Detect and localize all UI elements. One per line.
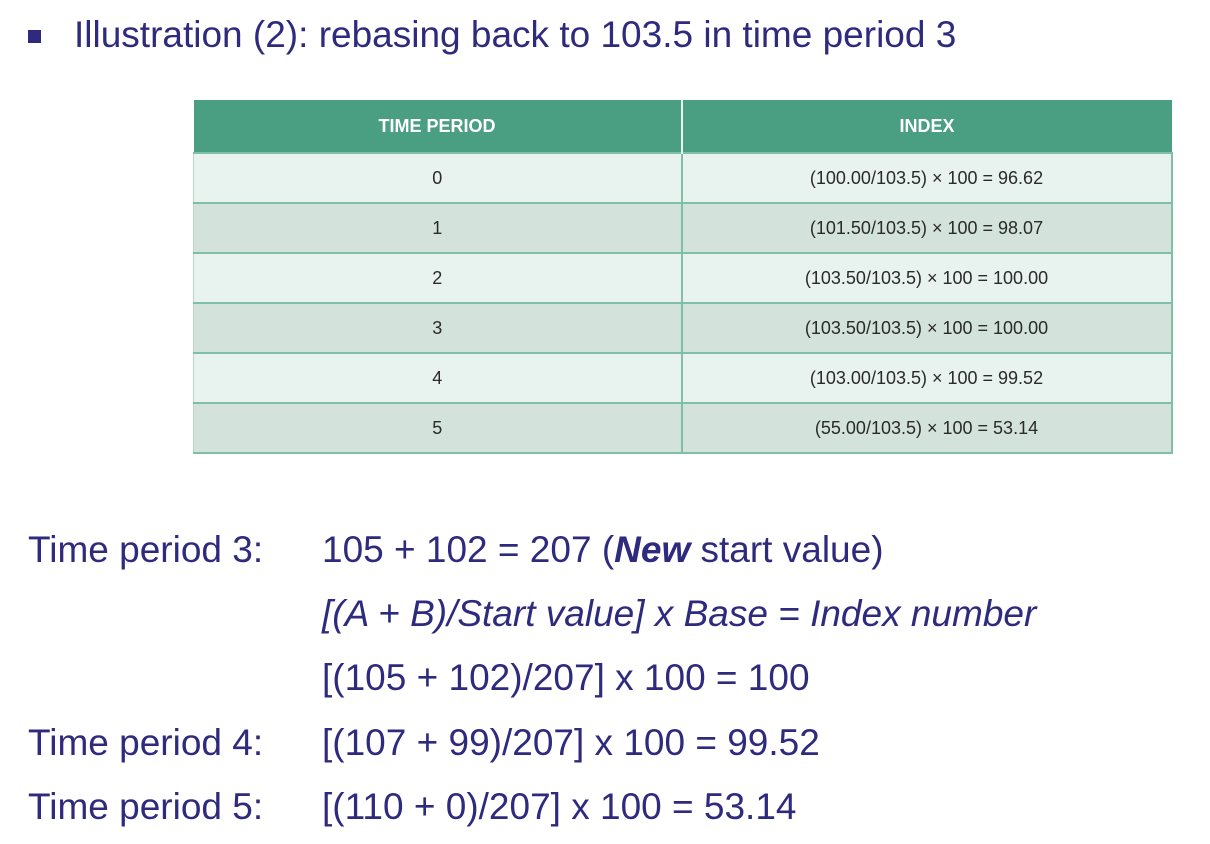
calc-line-period-3: Time period 3: 105 + 102 = 207 (New star… (28, 524, 884, 576)
index-cell: (103.00/103.5) × 100 = 99.52 (681, 352, 1173, 403)
index-cell: (103.50/103.5) × 100 = 100.00 (681, 252, 1173, 303)
period-5-expression: [(110 + 0)/207] x 100 = 53.14 (322, 786, 797, 827)
column-header-time-period: TIME PERIOD (193, 100, 683, 153)
table-row: 3 (103.50/103.5) × 100 = 100.00 (193, 302, 1173, 353)
index-cell: (55.00/103.5) × 100 = 53.14 (681, 402, 1173, 454)
slide-heading: Illustration (2): rebasing back to 103.5… (28, 10, 956, 60)
calc-line-period-4: Time period 4: [(107 + 99)/207] x 100 = … (28, 717, 820, 769)
square-bullet-icon (28, 29, 41, 43)
period-5-label: Time period 5: (28, 786, 264, 827)
heading-text: Illustration (2): rebasing back to 103.5… (74, 14, 957, 55)
index-table: TIME PERIOD INDEX 0 (100.00/103.5) × 100… (193, 100, 1173, 454)
index-cell: (101.50/103.5) × 100 = 98.07 (681, 202, 1173, 253)
column-header-index: INDEX (681, 100, 1172, 153)
index-cell: (103.50/103.5) × 100 = 100.00 (681, 302, 1173, 353)
period-3-expression-end: start value) (690, 529, 884, 570)
time-period-cell: 2 (193, 252, 683, 303)
table-row: 5 (55.00/103.5) × 100 = 53.14 (193, 402, 1173, 454)
time-period-cell: 3 (193, 302, 683, 353)
time-period-cell: 5 (193, 402, 683, 454)
table-row: 2 (103.50/103.5) × 100 = 100.00 (193, 252, 1173, 303)
period-3-label: Time period 3: (28, 529, 264, 570)
calc-line-period-5: Time period 5: [(110 + 0)/207] x 100 = 5… (28, 781, 797, 833)
index-formula-line: [(A + B)/Start value] x Base = Index num… (322, 593, 1037, 634)
table-header-row: TIME PERIOD INDEX (193, 100, 1172, 153)
time-period-cell: 4 (193, 352, 683, 403)
table-row: 4 (103.00/103.5) × 100 = 99.52 (193, 352, 1173, 403)
table-row: 0 (100.00/103.5) × 100 = 96.62 (193, 152, 1173, 203)
time-period-cell: 0 (193, 152, 683, 203)
time-period-cell: 1 (193, 202, 683, 253)
index-cell: (100.00/103.5) × 100 = 96.62 (681, 152, 1173, 203)
period-3-expression-start: 105 + 102 = 207 ( (322, 529, 615, 570)
period-3-calculation-line: [(105 + 102)/207] x 100 = 100 (322, 657, 810, 698)
period-3-expression: 105 + 102 = 207 (New start value) (322, 529, 884, 571)
period-4-label: Time period 4: (28, 722, 264, 763)
new-emphasis: New (614, 529, 691, 570)
period-4-expression: [(107 + 99)/207] x 100 = 99.52 (322, 722, 820, 763)
table-row: 1 (101.50/103.5) × 100 = 98.07 (193, 202, 1173, 253)
